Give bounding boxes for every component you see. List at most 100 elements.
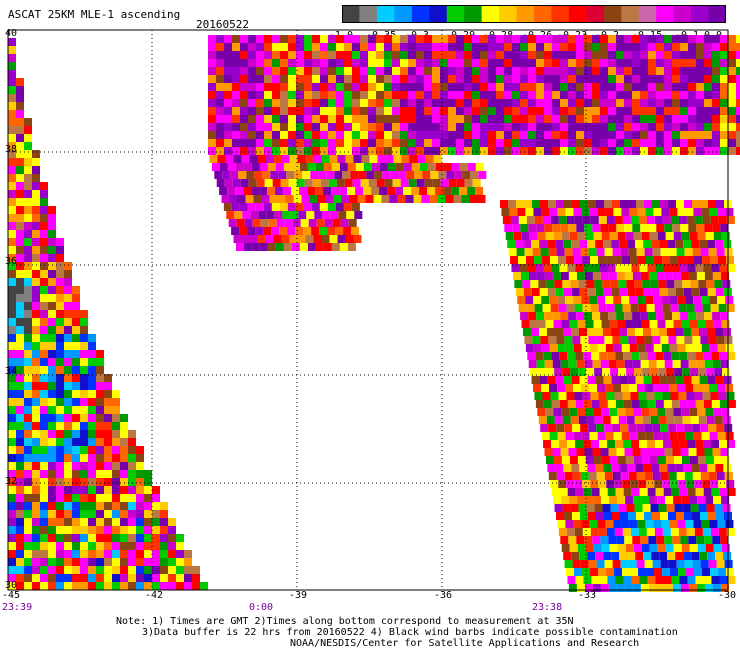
swath-cell bbox=[700, 200, 708, 208]
swath-cell bbox=[246, 171, 255, 179]
swath-cell bbox=[96, 566, 104, 574]
swath-cell bbox=[648, 312, 657, 320]
swath-cell bbox=[80, 334, 88, 342]
swath-cell bbox=[504, 99, 512, 107]
swath-cell bbox=[662, 480, 671, 488]
swath-cell bbox=[568, 224, 577, 232]
swath-cell bbox=[296, 67, 304, 75]
swath-cell bbox=[240, 83, 248, 91]
swath-cell bbox=[16, 110, 24, 118]
swath-cell bbox=[708, 200, 716, 208]
swath-cell bbox=[8, 70, 16, 78]
swath-cell bbox=[601, 232, 610, 240]
swath-cell bbox=[392, 107, 400, 115]
swath-cell bbox=[691, 464, 700, 472]
swath-cell bbox=[288, 131, 296, 139]
swath-cell bbox=[32, 366, 40, 374]
swath-cell bbox=[240, 123, 248, 131]
swath-cell bbox=[687, 488, 696, 496]
swath-cell bbox=[392, 59, 400, 67]
swath-cell bbox=[251, 187, 260, 195]
swath-cell bbox=[589, 208, 598, 216]
swath-cell bbox=[690, 504, 699, 512]
swath-cell bbox=[440, 147, 448, 155]
swath-cell bbox=[176, 550, 184, 558]
swath-cell bbox=[96, 582, 104, 590]
swath-cell bbox=[626, 368, 635, 376]
swath-cell bbox=[256, 139, 264, 147]
swath-cell bbox=[496, 147, 504, 155]
swath-cell bbox=[32, 414, 40, 422]
swath-cell bbox=[552, 139, 560, 147]
swath-cell bbox=[40, 478, 48, 486]
swath-cell bbox=[408, 51, 416, 59]
swath-cell bbox=[24, 222, 32, 230]
swath-cell bbox=[612, 560, 621, 568]
swath-cell bbox=[72, 350, 80, 358]
swath-cell bbox=[720, 83, 728, 91]
swath-cell bbox=[673, 544, 682, 552]
swath-cell bbox=[496, 123, 504, 131]
swath-cell bbox=[550, 392, 559, 400]
swath-cell bbox=[528, 59, 536, 67]
swath-cell bbox=[318, 171, 327, 179]
swath-cell bbox=[667, 552, 676, 560]
swath-cell bbox=[331, 243, 340, 251]
swath-cell bbox=[712, 448, 721, 456]
swath-cell bbox=[416, 123, 424, 131]
swath-cell bbox=[16, 390, 24, 398]
swath-cell bbox=[630, 528, 639, 536]
swath-cell bbox=[553, 320, 562, 328]
swath-cell bbox=[243, 243, 252, 251]
swath-cell bbox=[696, 115, 704, 123]
swath-cell bbox=[570, 368, 579, 376]
swath-cell bbox=[144, 566, 152, 574]
swath-cell bbox=[587, 552, 596, 560]
swath-cell bbox=[536, 35, 544, 43]
swath-cell bbox=[539, 376, 548, 384]
swath-cell bbox=[589, 432, 598, 440]
swath-cell bbox=[80, 422, 88, 430]
swath-cell bbox=[648, 99, 656, 107]
swath-cell bbox=[529, 320, 538, 328]
swath-cell bbox=[368, 75, 376, 83]
swath-cell bbox=[56, 254, 64, 262]
swath-cell bbox=[703, 576, 712, 584]
swath-cell bbox=[424, 59, 432, 67]
swath-cell bbox=[96, 494, 104, 502]
swath-cell bbox=[24, 246, 32, 254]
swath-cell bbox=[651, 376, 660, 384]
swath-cell bbox=[368, 107, 376, 115]
swath-cell bbox=[240, 99, 248, 107]
swath-cell bbox=[693, 208, 702, 216]
swath-cell bbox=[343, 203, 352, 211]
swath-cell bbox=[635, 288, 644, 296]
swath-cell bbox=[510, 216, 519, 224]
swath-cell bbox=[384, 75, 392, 83]
swath-cell bbox=[552, 272, 561, 280]
swath-cell bbox=[564, 472, 573, 480]
swath-cell bbox=[608, 312, 617, 320]
swath-cell bbox=[64, 310, 72, 318]
swath-cell bbox=[411, 163, 420, 171]
swath-cell bbox=[680, 360, 689, 368]
swath-cell bbox=[579, 552, 588, 560]
swath-cell bbox=[282, 211, 291, 219]
swath-cell bbox=[674, 416, 683, 424]
swath-cell bbox=[120, 478, 128, 486]
wind-swath-map[interactable] bbox=[0, 0, 740, 600]
swath-cell bbox=[72, 414, 80, 422]
swath-cell bbox=[593, 320, 602, 328]
swath-cell bbox=[639, 488, 648, 496]
colorbar-swatch bbox=[516, 5, 535, 23]
swath-cell bbox=[634, 368, 643, 376]
swath-cell bbox=[716, 336, 725, 344]
swath-cell bbox=[676, 248, 685, 256]
swath-cell bbox=[580, 424, 589, 432]
swath-cell bbox=[16, 102, 24, 110]
swath-cell bbox=[668, 200, 676, 208]
swath-cell bbox=[72, 574, 80, 582]
swath-cell bbox=[644, 472, 653, 480]
swath-cell bbox=[88, 574, 96, 582]
swath-cell bbox=[32, 534, 40, 542]
